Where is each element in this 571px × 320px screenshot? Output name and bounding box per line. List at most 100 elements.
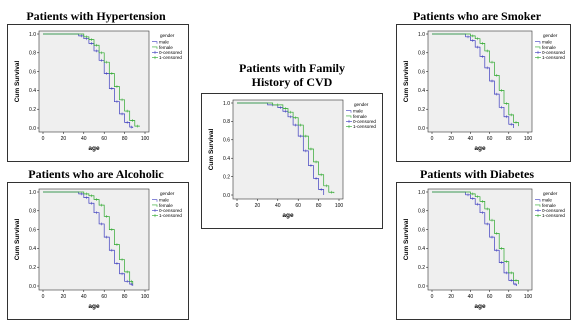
censor-mark bbox=[485, 49, 489, 53]
censor-markers-female bbox=[84, 192, 133, 283]
censor-mark bbox=[471, 192, 475, 196]
survival-chart-smoker: 0.0 0.2 0.4 0.6 0.8 1.0 0 20 40 60 80 100 age Cum Sur… bbox=[396, 24, 571, 162]
y-axis-label: Cum Survival bbox=[403, 61, 410, 103]
censor-mark bbox=[319, 173, 323, 177]
y-tick-label: 0.0 bbox=[29, 284, 36, 290]
y-tick-label: 0.4 bbox=[29, 246, 36, 252]
legend-entry-0-censored: 0-censored bbox=[542, 50, 565, 55]
x-tick-label: 80 bbox=[122, 136, 128, 142]
censor-mark bbox=[135, 124, 139, 128]
censor-mark bbox=[495, 73, 499, 77]
legend-entry-1-censored: 1-censored bbox=[542, 55, 565, 60]
censor-mark bbox=[309, 164, 313, 167]
x-tick-label: 80 bbox=[506, 294, 512, 300]
censor-mark bbox=[505, 115, 508, 119]
censor-mark bbox=[79, 192, 83, 196]
chart-title-text: Patients with Hypertension bbox=[26, 9, 166, 23]
x-tick-label: 0 bbox=[236, 203, 239, 209]
y-tick-label: 0.8 bbox=[29, 209, 36, 215]
chart-title: Patients who are Smoker bbox=[384, 9, 570, 23]
x-tick-label: 40 bbox=[468, 294, 474, 300]
x-tick-label: 60 bbox=[101, 294, 107, 300]
censor-mark bbox=[471, 34, 475, 38]
legend-swatch-0-censored bbox=[152, 208, 158, 212]
x-tick-label: 60 bbox=[487, 294, 493, 300]
censor-mark bbox=[120, 112, 124, 116]
y-tick-label: 0.2 bbox=[29, 107, 36, 113]
censor-mark bbox=[129, 279, 133, 283]
survival-chart-family-history: 0.0 0.2 0.4 0.6 0.8 1.0 0 20 40 60 80 100 age Cum Sur… bbox=[201, 93, 383, 229]
x-tick-label: 100 bbox=[141, 136, 150, 142]
censor-markers-male bbox=[466, 35, 513, 126]
x-tick-label: 40 bbox=[81, 136, 87, 142]
chart-title: Patients with Family History of CVD bbox=[196, 61, 388, 89]
x-tick-label: 100 bbox=[524, 294, 533, 300]
censor-mark bbox=[495, 248, 499, 252]
chart-title: Patients who are Alcoholic bbox=[2, 167, 190, 181]
censor-mark bbox=[485, 207, 489, 211]
x-tick-label: 80 bbox=[316, 203, 322, 209]
legend-entry-0-censored: 0-censored bbox=[159, 208, 182, 213]
censor-mark bbox=[514, 120, 518, 124]
censor-mark bbox=[125, 279, 129, 283]
censor-mark bbox=[304, 134, 308, 138]
censor-mark bbox=[509, 271, 513, 275]
censor-mark bbox=[299, 134, 303, 138]
x-axis-label: age bbox=[474, 145, 486, 152]
x-tick-label: 40 bbox=[81, 294, 87, 300]
y-axis-label: Cum Survival bbox=[14, 219, 21, 261]
legend-swatch-1-censored bbox=[152, 214, 158, 218]
censor-mark bbox=[500, 89, 503, 92]
censor-mark bbox=[95, 49, 98, 53]
legend-swatch-0-censored bbox=[346, 119, 352, 123]
y-tick-label: 1.0 bbox=[418, 32, 425, 38]
y-tick-label: 0.2 bbox=[418, 107, 425, 113]
y-tick-label: 0.0 bbox=[418, 126, 425, 132]
x-tick-label: 20 bbox=[448, 136, 454, 142]
legend-title: gender bbox=[354, 102, 369, 107]
y-tick-label: 0.6 bbox=[29, 227, 36, 233]
y-tick-label: 1.0 bbox=[29, 32, 36, 38]
censor-mark bbox=[120, 98, 124, 102]
censor-mark bbox=[476, 45, 479, 49]
plot-area bbox=[427, 30, 533, 133]
censor-mark bbox=[129, 125, 133, 129]
legend-swatch-male bbox=[535, 199, 541, 202]
censor-mark bbox=[481, 211, 484, 215]
legend-swatch-1-censored bbox=[535, 214, 541, 218]
censor-mark bbox=[514, 278, 518, 282]
censor-mark bbox=[314, 177, 318, 180]
censor-mark bbox=[500, 261, 503, 264]
legend-entry-male: male bbox=[353, 109, 363, 114]
x-tick-label: 100 bbox=[335, 203, 344, 209]
legend-swatch-0-censored bbox=[535, 208, 541, 212]
censor-mark bbox=[90, 201, 93, 205]
legend-swatch-1-censored bbox=[535, 56, 541, 60]
y-tick-label: 0.2 bbox=[29, 265, 36, 271]
legend-swatch-0-censored bbox=[152, 50, 158, 54]
y-tick-label: 1.0 bbox=[223, 101, 230, 107]
censor-mark bbox=[110, 228, 114, 231]
x-tick-label: 100 bbox=[524, 136, 533, 142]
x-tick-label: 20 bbox=[448, 294, 454, 300]
censor-mark bbox=[309, 147, 313, 151]
legend-swatch-male bbox=[535, 41, 541, 44]
censor-mark bbox=[505, 260, 508, 263]
censor-mark bbox=[95, 43, 98, 47]
legend-entry-female: female bbox=[542, 45, 556, 50]
x-tick-label: 0 bbox=[42, 294, 45, 300]
y-tick-label: 0.6 bbox=[418, 227, 425, 233]
censor-mark bbox=[329, 190, 333, 194]
censor-mark bbox=[505, 271, 508, 275]
censor-mark bbox=[110, 87, 114, 90]
y-tick-label: 0.8 bbox=[223, 119, 230, 125]
y-tick-label: 0.6 bbox=[418, 69, 425, 75]
x-tick-label: 60 bbox=[295, 203, 301, 209]
censor-mark bbox=[500, 105, 503, 109]
censor-mark bbox=[490, 79, 494, 83]
censor-mark bbox=[100, 51, 104, 55]
y-tick-label: 1.0 bbox=[418, 190, 425, 196]
censor-mark bbox=[90, 194, 93, 198]
censor-mark bbox=[505, 102, 508, 105]
censor-mark bbox=[509, 278, 513, 282]
